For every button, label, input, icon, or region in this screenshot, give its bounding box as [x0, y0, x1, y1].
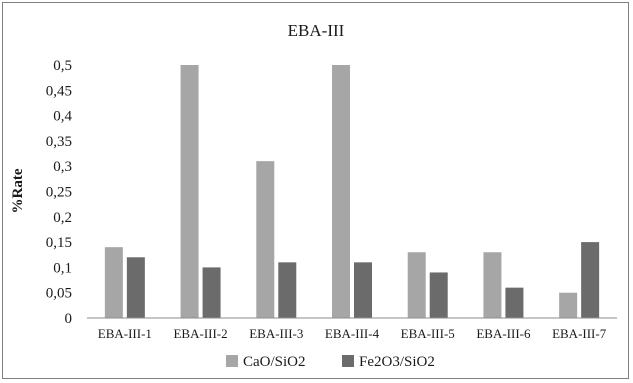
legend-swatch — [342, 355, 354, 367]
y-tick-label: 0,05 — [46, 286, 72, 302]
y-tick-label: 0,4 — [53, 109, 72, 125]
legend-label: Fe2O3/SiO2 — [359, 354, 435, 370]
y-tick-label: 0,45 — [46, 83, 72, 99]
bar-fe2o3-sio2 — [126, 257, 145, 318]
y-tick-label: 0,35 — [46, 134, 72, 150]
y-tick-label: 0,25 — [46, 185, 72, 201]
x-tick-label: EBA-III-1 — [98, 326, 152, 341]
y-tick-labels: 0 0,05 0,1 0,15 0,2 0,25 0,3 0,35 0,4 0,45 0,5 — [46, 58, 73, 327]
x-tick-label: EBA-III-3 — [249, 326, 303, 341]
chart-title: EBA-III — [288, 21, 345, 40]
bar-fe2o3-sio2 — [505, 287, 524, 318]
bar-cao-sio2 — [332, 65, 350, 318]
x-tick-label: EBA-III-2 — [173, 326, 227, 341]
bar-fe2o3-sio2 — [354, 262, 372, 318]
x-tick-label: EBA-III-4 — [325, 326, 380, 341]
bar-fe2o3-sio2 — [202, 267, 221, 318]
y-tick-label: 0,2 — [53, 210, 72, 226]
bar-cao-sio2 — [483, 252, 502, 318]
legend-swatch — [226, 355, 238, 367]
legend-label: CaO/SiO2 — [243, 354, 306, 370]
bar-cao-sio2 — [256, 161, 275, 318]
bars-group — [104, 65, 600, 318]
bar-cao-sio2 — [104, 247, 123, 318]
bar-cao-sio2 — [559, 292, 578, 318]
x-tick-label: EBA-III-6 — [476, 326, 531, 341]
bar-fe2o3-sio2 — [581, 242, 600, 318]
bar-fe2o3-sio2 — [278, 262, 297, 318]
x-tick-label: EBA-III-7 — [552, 326, 607, 341]
legend: CaO/SiO2 Fe2O3/SiO2 — [226, 354, 435, 370]
y-tick-label: 0 — [65, 311, 73, 327]
x-tick-labels: EBA-III-1 EBA-III-2 EBA-III-3 EBA-III-4 EBA-… — [98, 326, 607, 341]
y-axis-label: %Rate — [10, 168, 26, 213]
x-tick-label: EBA-III-5 — [401, 326, 455, 341]
y-tick-label: 0,1 — [53, 260, 72, 276]
y-tick-label: 0,5 — [53, 58, 72, 74]
y-tick-label: 0,15 — [46, 235, 72, 251]
y-tick-label: 0,3 — [53, 159, 72, 175]
bar-cao-sio2 — [180, 65, 199, 318]
bar-cao-sio2 — [407, 252, 426, 318]
bar-fe2o3-sio2 — [429, 272, 448, 318]
